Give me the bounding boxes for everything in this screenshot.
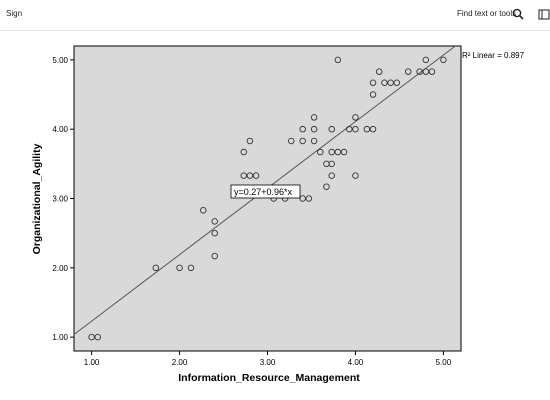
data-point [346,125,353,133]
data-points [88,56,447,341]
data-point [334,56,342,64]
x-axis-title: Information_Resource_Management [178,372,360,384]
y-tick-label: 2.00 [52,264,68,273]
y-tick-label: 5.00 [52,56,68,65]
data-point [352,125,359,133]
data-point [317,148,324,156]
data-point [328,125,335,133]
data-point [416,68,423,75]
x-tick-label: 3.00 [260,358,276,367]
x-tick-label: 2.00 [172,358,188,367]
data-point [152,264,160,272]
data-point [94,333,101,341]
y-tick-label: 1.00 [52,333,68,342]
data-point [310,137,318,145]
r2-label: R² Linear = 0.897 [462,51,525,60]
data-point [240,148,248,156]
x-tick-label: 4.00 [348,358,364,367]
data-point [328,172,335,179]
data-point [310,125,318,133]
data-point [328,160,335,168]
data-point [305,195,313,202]
data-point [211,218,218,225]
find-tools-button[interactable]: Find text or tools [457,9,517,18]
equation-box: y=0.27+0.96*x [230,184,301,199]
data-point [323,183,330,190]
data-point [369,91,377,98]
data-point [299,195,306,202]
data-point [252,172,260,179]
data-point [287,137,295,145]
data-point [422,56,430,64]
data-point [200,207,207,214]
data-point [334,148,342,156]
data-point [246,137,254,145]
viewer-toolbar: Sign Find text or tools [0,0,550,31]
x-tick-label: 5.00 [436,358,452,367]
data-point [211,229,218,237]
data-point [381,79,388,86]
plot-area [73,45,462,352]
data-point [310,114,318,121]
data-point [299,137,306,145]
data-point [88,333,95,341]
data-point [404,68,412,75]
y-axis-ticks: 1.00 2.00 3.00 4.00 5.00 [52,56,74,342]
data-point [369,125,377,133]
y-axis-title: Organizational_Agility [31,143,43,254]
data-point [428,68,436,75]
x-tick-label: 1.00 [84,358,100,367]
panel-icon[interactable] [538,9,550,20]
data-point [363,125,371,133]
data-point [240,172,248,179]
search-icon[interactable] [512,8,524,20]
data-point [393,79,401,86]
data-point [422,68,430,75]
y-tick-label: 3.00 [52,195,68,204]
data-point [387,79,394,86]
data-point [328,148,335,156]
data-point [187,264,195,272]
y-tick-label: 4.00 [52,125,68,134]
x-axis-ticks: 1.00 2.00 3.00 4.00 5.00 [84,351,452,367]
data-point [352,172,359,179]
data-point [375,68,383,75]
equation-label: y=0.27+0.96*x [234,187,293,197]
data-point [211,252,218,260]
data-point [340,148,348,156]
data-point [246,172,254,179]
data-point [176,264,183,272]
data-point [369,79,377,86]
data-point [299,125,306,133]
sign-button[interactable]: Sign [6,9,23,18]
data-point [352,114,359,121]
data-point [440,56,447,64]
